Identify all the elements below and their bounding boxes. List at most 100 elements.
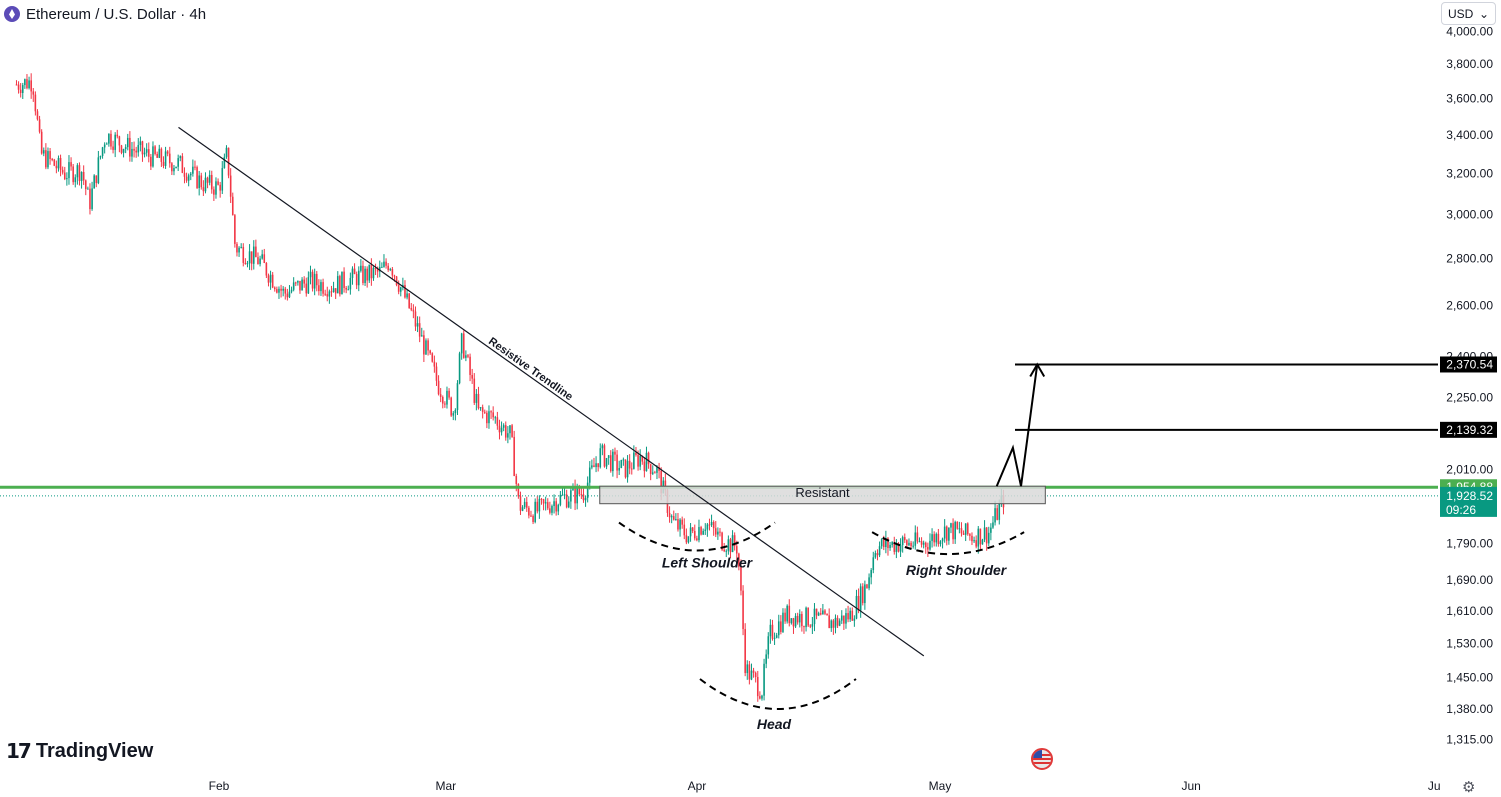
candle-body xyxy=(76,165,79,178)
candle-body xyxy=(215,181,217,195)
candle-body xyxy=(834,617,837,628)
candle-body xyxy=(334,288,337,294)
candle-body xyxy=(406,293,408,298)
candle-body xyxy=(830,620,833,629)
y-axis-tick-label: 2,250.00 xyxy=(1446,391,1493,405)
candle-body xyxy=(656,467,658,473)
candle-body xyxy=(866,584,868,589)
candle-body xyxy=(843,615,845,624)
candle-body xyxy=(668,512,671,518)
candle-body xyxy=(248,251,251,264)
candle-body xyxy=(677,519,679,530)
candle-body xyxy=(922,542,925,545)
candle-body xyxy=(532,515,534,522)
candle-body xyxy=(404,284,406,298)
candle-body xyxy=(614,451,616,455)
candle-body xyxy=(435,366,438,381)
candle-body xyxy=(227,147,230,176)
candle-body xyxy=(255,246,257,258)
candle-body xyxy=(139,141,142,146)
candle-body xyxy=(263,254,266,264)
candle-body xyxy=(427,340,429,351)
candle-body xyxy=(108,133,110,144)
candle-body xyxy=(933,534,935,543)
candle-body xyxy=(952,523,954,540)
candle-body xyxy=(582,494,585,501)
y-axis-tick-label: 2,010.00 xyxy=(1446,463,1493,477)
resistive-trendline[interactable] xyxy=(178,126,925,657)
symbol-title[interactable]: Ethereum / U.S. Dollar · 4h xyxy=(26,5,207,23)
candle-body xyxy=(622,459,625,461)
candle-body xyxy=(252,246,255,264)
y-axis-tick-label: 3,800.00 xyxy=(1446,57,1493,71)
candle-body xyxy=(910,542,912,547)
candle-body xyxy=(458,353,461,384)
candle-body xyxy=(61,169,64,173)
candle-body xyxy=(735,546,738,554)
projection-path[interactable] xyxy=(995,364,1039,487)
candle-body xyxy=(355,274,358,286)
candle-body xyxy=(528,507,530,516)
tradingview-logo[interactable]: 17 TradingView xyxy=(6,739,153,763)
candle-body xyxy=(126,137,129,148)
candle-body xyxy=(72,166,74,183)
candle-body xyxy=(171,163,173,172)
candle-body xyxy=(975,540,977,547)
price-tag-2370-bg xyxy=(1440,356,1497,373)
resistant-zone[interactable] xyxy=(599,485,1046,505)
candle-body xyxy=(832,620,835,628)
candle-body xyxy=(780,621,782,632)
candle-body xyxy=(210,174,213,190)
candle-body xyxy=(826,613,828,616)
candle-body xyxy=(882,539,885,548)
candle-body xyxy=(859,586,862,611)
candle-body xyxy=(815,608,818,616)
settings-icon[interactable]: ⚙ xyxy=(1462,779,1476,796)
price-tag-2139: 2,139.32 xyxy=(1446,423,1493,437)
candle-body xyxy=(771,624,774,639)
candle-body xyxy=(114,134,116,150)
candle-body xyxy=(160,148,163,162)
candle-body xyxy=(641,455,644,462)
candle-body xyxy=(177,158,179,167)
candle-body xyxy=(15,84,18,86)
candle-body xyxy=(118,136,121,146)
candle-body xyxy=(206,177,209,183)
candle-body xyxy=(433,361,436,367)
currency-select[interactable]: USD ⌄ xyxy=(1441,2,1496,25)
candle-body xyxy=(576,486,578,504)
candle-body xyxy=(742,590,744,630)
candle-body xyxy=(559,494,562,505)
candle-body xyxy=(645,452,648,472)
pattern-label: Left Shoulder xyxy=(662,555,754,571)
candle-body xyxy=(368,264,371,281)
candle-body xyxy=(584,498,587,501)
candle-body xyxy=(129,137,131,157)
candle-body xyxy=(948,527,950,541)
candle-body xyxy=(223,156,226,169)
x-axis-tick-label: May xyxy=(929,779,952,793)
candle-body xyxy=(47,151,49,168)
candle-body xyxy=(198,175,200,189)
brand-name: TradingView xyxy=(35,739,154,762)
us-flag-icon[interactable] xyxy=(1031,748,1053,770)
candle-body xyxy=(150,156,152,167)
candle-body xyxy=(591,465,593,468)
y-axis-tick-label: 3,600.00 xyxy=(1446,91,1493,105)
candle-body xyxy=(523,501,526,508)
pattern-label: Head xyxy=(757,716,792,732)
candle-body xyxy=(410,307,413,310)
resistant-zone-label: Resistant xyxy=(795,485,850,500)
candle-body xyxy=(101,147,104,156)
candle-body xyxy=(469,356,471,375)
candle-body xyxy=(513,436,515,476)
candle-body xyxy=(515,475,518,484)
candle-body xyxy=(244,262,247,264)
candle-body xyxy=(738,553,740,567)
candle-body xyxy=(696,538,698,541)
candle-body xyxy=(788,605,791,624)
candle-body xyxy=(326,294,329,297)
candle-body xyxy=(723,549,725,552)
candle-body xyxy=(805,607,807,628)
